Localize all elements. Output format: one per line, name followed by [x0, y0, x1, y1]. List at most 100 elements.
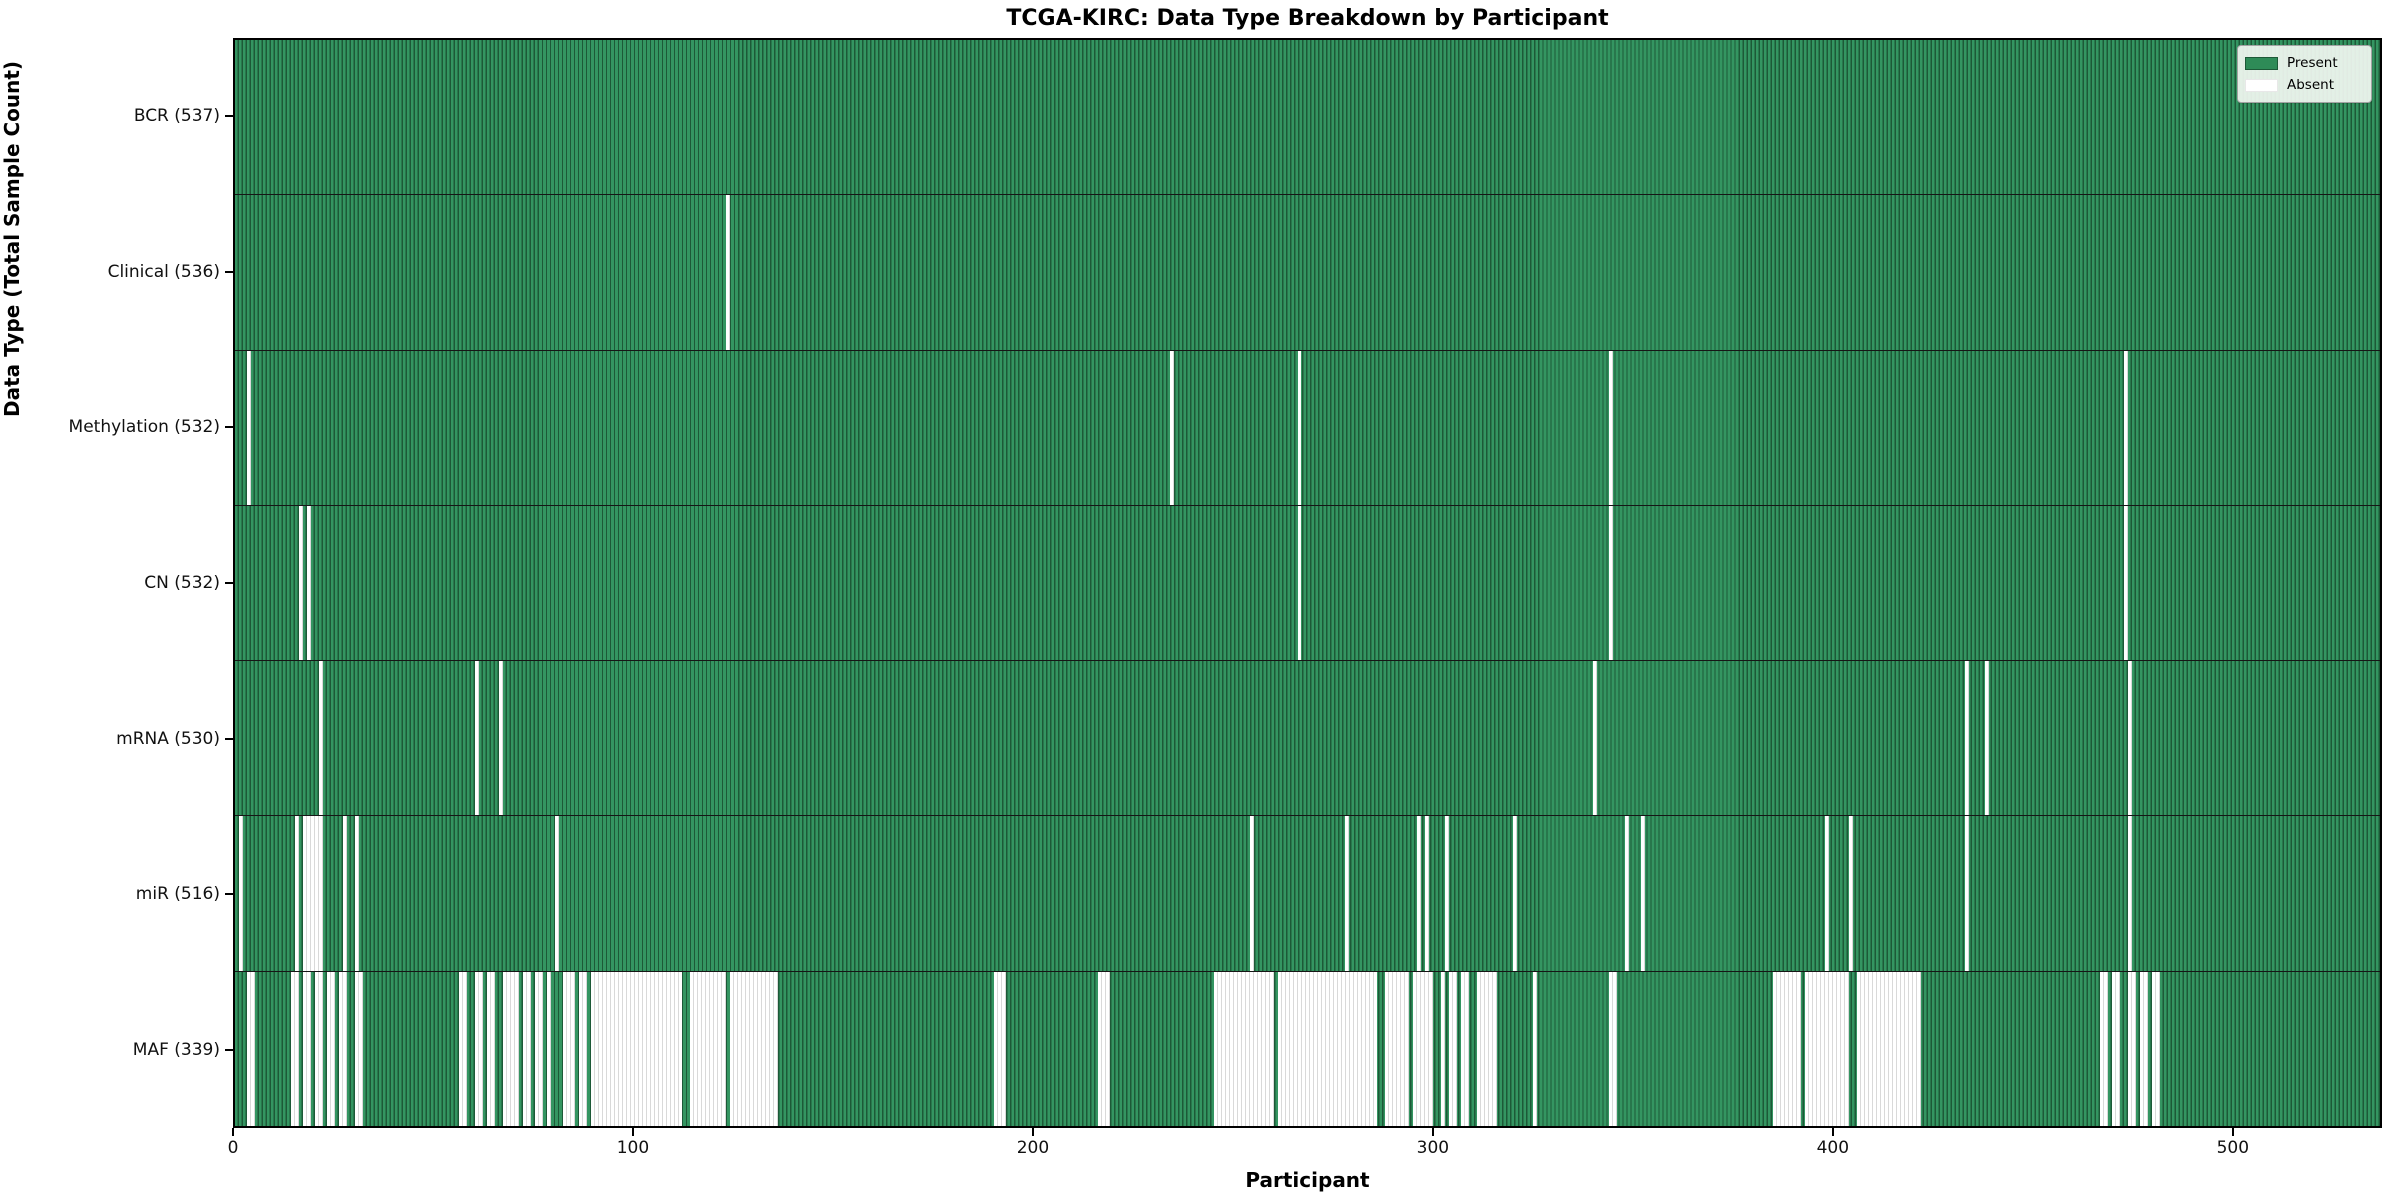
absent-stripe [1297, 505, 1302, 661]
absent-stripe [1097, 971, 1110, 1126]
absent-stripe [474, 661, 479, 816]
absent-stripe [1772, 971, 1801, 1126]
absent-stripe [1609, 350, 1614, 505]
y-axis: BCR (537) Clinical (536) Methylation (532)… [0, 38, 233, 1128]
absent-stripe [993, 971, 1006, 1126]
absent-stripe [1984, 661, 1989, 816]
absent-stripe [2152, 971, 2161, 1126]
absent-stripe [522, 971, 531, 1126]
absent-stripe [562, 971, 575, 1126]
absent-stripe [1513, 816, 1518, 971]
absent-stripe [2128, 971, 2137, 1126]
absent-stripe [726, 195, 731, 350]
y-tick-label-Clinical: Clinical (536) [107, 261, 220, 282]
absent-stripe [690, 971, 727, 1126]
absent-stripe [534, 971, 543, 1126]
absent-stripe [298, 505, 303, 661]
absent-stripe [1824, 816, 1829, 971]
legend-swatch-present [2245, 56, 2278, 70]
absent-stripe [1449, 971, 1458, 1126]
absent-stripe [1169, 350, 1174, 505]
absent-stripe [554, 816, 559, 971]
absent-stripe [2124, 350, 2129, 505]
x-tick-mark [232, 1128, 234, 1136]
absent-stripe [458, 971, 467, 1126]
absent-stripe [1609, 505, 1614, 661]
absent-stripe [546, 971, 551, 1126]
absent-stripe [1445, 816, 1450, 971]
x-tick-label-400: 400 [1816, 1138, 1850, 1158]
y-tick-label-BCR: BCR (537) [133, 105, 220, 126]
absent-stripe [294, 816, 299, 971]
absent-stripe [1297, 350, 1302, 505]
absent-stripe [314, 971, 323, 1126]
plot-rows [235, 40, 2380, 1126]
absent-stripe [1609, 971, 1618, 1126]
absent-stripe [1625, 816, 1630, 971]
y-tick-mark [225, 270, 233, 273]
absent-stripe [498, 661, 503, 816]
absent-stripe [246, 350, 251, 505]
y-tick-label-MAF: MAF (339) [132, 1040, 220, 1061]
x-tick-mark [631, 1128, 634, 1136]
absent-stripe [354, 971, 363, 1126]
absent-stripe [306, 505, 311, 661]
absent-stripe [2124, 505, 2129, 661]
absent-stripe [1593, 661, 1598, 816]
absent-stripe [1856, 971, 1921, 1126]
legend-label-absent: Absent [2287, 77, 2334, 93]
absent-stripe [578, 971, 587, 1126]
x-tick-mark [2231, 1128, 2234, 1136]
legend-swatch-absent [2245, 78, 2278, 92]
absent-stripe [2100, 971, 2109, 1126]
x-axis: 0 100 200 300 400 500 [228, 1128, 2382, 1168]
x-tick-mark [1431, 1128, 1434, 1136]
y-tick-label-miR: miR (516) [135, 884, 220, 905]
absent-stripe [730, 971, 779, 1126]
absent-stripe [502, 971, 519, 1126]
absent-stripe [246, 971, 255, 1126]
absent-stripe [1848, 816, 1853, 971]
y-tick-label-CN: CN (532) [144, 573, 220, 593]
x-tick-label-100: 100 [616, 1138, 650, 1158]
absent-stripe [1249, 816, 1254, 971]
row-BCR [235, 40, 2380, 196]
absent-stripe [1385, 971, 1410, 1126]
absent-stripe [2128, 816, 2133, 971]
absent-stripe [486, 971, 495, 1126]
absent-stripe [1213, 971, 1274, 1126]
absent-stripe [342, 816, 347, 971]
y-tick-mark [225, 893, 233, 896]
row-Clinical [235, 195, 2380, 351]
absent-stripe [474, 971, 483, 1126]
absent-stripe [2128, 661, 2133, 816]
x-tick-mark [1031, 1128, 1034, 1136]
x-tick-mark [1831, 1128, 1834, 1136]
absent-stripe [302, 971, 311, 1126]
absent-stripe [354, 816, 359, 971]
absent-stripe [1413, 971, 1434, 1126]
absent-stripe [318, 661, 323, 816]
absent-stripe [238, 816, 243, 971]
row-mRNA [235, 661, 2380, 817]
absent-stripe [2140, 971, 2149, 1126]
row-Methylation [235, 350, 2380, 506]
plot-area: Present Absent [233, 38, 2382, 1128]
legend-entry-present: Present [2245, 52, 2363, 74]
chart-title: TCGA-KIRC: Data Type Breakdown by Partic… [1006, 6, 1609, 31]
absent-stripe [590, 971, 683, 1126]
row-MAF [235, 971, 2380, 1126]
x-tick-label-300: 300 [1416, 1138, 1450, 1158]
y-tick-mark [225, 114, 233, 117]
absent-stripe [1533, 971, 1538, 1126]
x-tick-label-500: 500 [2216, 1138, 2250, 1158]
absent-stripe [290, 971, 299, 1126]
absent-stripe [1277, 971, 1378, 1126]
row-CN [235, 505, 2380, 662]
absent-stripe [338, 971, 347, 1126]
y-tick-label-Methylation: Methylation (532) [68, 417, 220, 438]
absent-stripe [1964, 661, 1969, 816]
x-tick-label-200: 200 [1016, 1138, 1050, 1158]
legend: Present Absent [2237, 45, 2372, 103]
